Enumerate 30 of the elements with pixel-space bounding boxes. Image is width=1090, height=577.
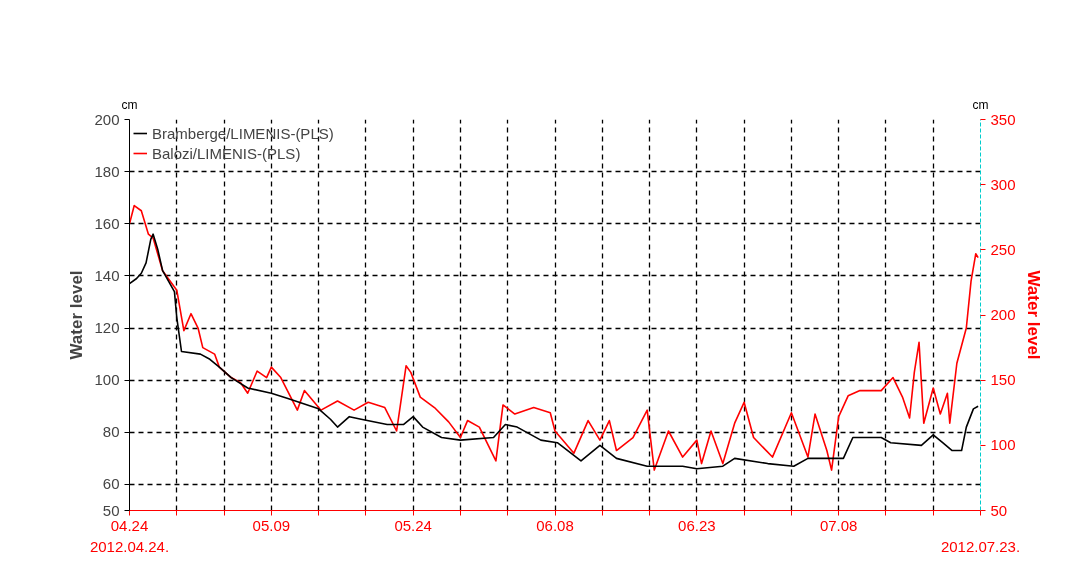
y-tick-label: 120: [94, 319, 120, 337]
y2-tick-label: 250: [990, 240, 1016, 258]
text: cm: [972, 97, 989, 112]
y-tick-label: 160: [94, 214, 120, 232]
y2-axis-title: Water level: [1023, 270, 1043, 360]
x-tick-label: 06.08: [536, 516, 574, 534]
y-tick-label: 140: [94, 266, 120, 284]
y2-tick-label: 100: [990, 436, 1016, 454]
y-tick-label: 80: [102, 423, 120, 441]
text: 2012.04.24.: [89, 537, 170, 555]
y2-tick-label: 350: [990, 110, 1016, 128]
y-tick-label: 180: [94, 162, 120, 180]
y-tick-label: 60: [102, 475, 120, 493]
legend-label: Bramberge/LIMENIS-(PLS): [152, 124, 334, 142]
y2-tick-label: 300: [990, 175, 1016, 193]
x-tick-label: 05.24: [394, 516, 432, 534]
x-tick-label: 05.09: [252, 516, 291, 534]
y-axis-title: Water level: [67, 270, 87, 360]
y2-tick-label: 200: [990, 306, 1016, 323]
y-tick-label: 50: [102, 501, 120, 519]
x-tick-label: 07.08: [819, 516, 858, 534]
text: cm: [121, 97, 138, 112]
y2-tick-label: 50: [990, 501, 1008, 519]
text: 2012.07.23.: [940, 537, 1021, 555]
y-tick-label: 100: [94, 371, 120, 389]
legend-label: Balozi/LIMENIS-(PLS): [152, 144, 301, 162]
y-tick-label: 200: [94, 110, 120, 128]
y2-tick-label: 150: [990, 371, 1016, 389]
x-tick-label: 06.23: [678, 516, 716, 534]
x-tick-label: 04.24: [110, 516, 149, 534]
